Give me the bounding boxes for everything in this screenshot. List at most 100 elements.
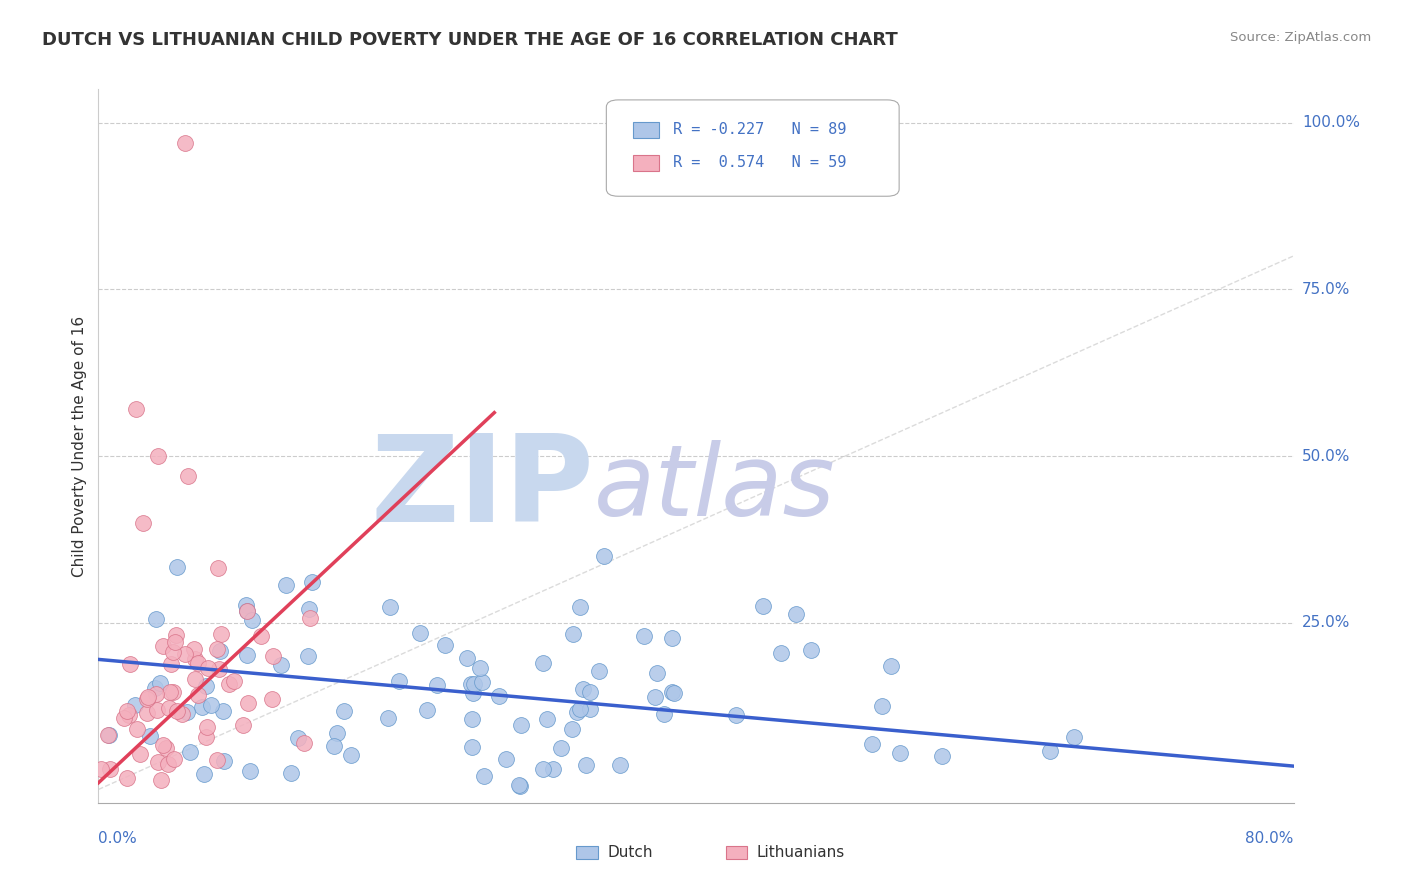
Point: [132, 516, 155, 530]
Point: [176, 705, 198, 719]
Text: Lithuanians: Lithuanians: [756, 846, 845, 860]
Point: [184, 651, 207, 665]
Point: [531, 762, 554, 776]
Point: [120, 657, 142, 671]
Text: 80.0%: 80.0%: [1246, 831, 1294, 847]
Point: [149, 675, 172, 690]
Point: [752, 599, 775, 614]
Point: [931, 749, 953, 764]
Point: [166, 560, 188, 574]
Text: atlas: atlas: [595, 441, 837, 537]
Point: [870, 699, 893, 714]
Point: [240, 613, 263, 627]
Point: [495, 752, 517, 766]
Point: [218, 677, 240, 691]
Point: [276, 577, 298, 591]
Point: [292, 736, 315, 750]
Point: [567, 705, 589, 719]
Point: [568, 701, 591, 715]
Point: [115, 771, 138, 785]
Y-axis label: Child Poverty Under the Age of 16: Child Poverty Under the Age of 16: [72, 316, 87, 576]
Text: R =  0.574   N = 59: R = 0.574 N = 59: [673, 155, 846, 170]
Point: [136, 692, 159, 706]
Point: [562, 626, 585, 640]
Point: [280, 765, 302, 780]
Point: [236, 603, 259, 617]
Point: [98, 762, 121, 776]
Point: [163, 752, 186, 766]
Point: [214, 754, 236, 768]
Point: [211, 704, 233, 718]
Point: [236, 697, 259, 711]
Point: [785, 607, 807, 621]
Point: [531, 656, 554, 670]
Point: [90, 763, 112, 777]
Point: [461, 739, 484, 754]
Point: [146, 755, 169, 769]
Point: [468, 661, 491, 675]
Point: [536, 712, 558, 726]
Point: [652, 706, 675, 721]
Point: [298, 601, 321, 615]
Text: 25.0%: 25.0%: [1302, 615, 1350, 631]
Point: [262, 648, 284, 663]
Point: [207, 561, 229, 575]
Point: [239, 764, 262, 778]
Point: [209, 627, 232, 641]
Point: [575, 758, 598, 772]
Point: [129, 747, 152, 762]
Point: [187, 688, 209, 702]
Point: [326, 726, 349, 740]
Point: [260, 692, 283, 706]
Point: [880, 659, 903, 673]
Point: [205, 641, 228, 656]
Point: [193, 766, 215, 780]
Point: [98, 728, 121, 742]
Point: [150, 772, 173, 787]
Point: [661, 631, 683, 645]
Point: [433, 639, 456, 653]
Text: 100.0%: 100.0%: [1302, 115, 1360, 130]
Point: [232, 718, 254, 732]
Point: [408, 625, 430, 640]
Point: [187, 656, 209, 670]
Point: [160, 657, 183, 671]
Point: [322, 739, 344, 754]
Point: [174, 136, 197, 150]
Point: [569, 599, 592, 614]
Point: [889, 746, 911, 760]
Point: [270, 658, 292, 673]
Point: [416, 703, 439, 717]
Point: [125, 723, 148, 737]
Point: [609, 758, 631, 772]
Point: [298, 611, 321, 625]
Text: ZIP: ZIP: [371, 430, 595, 548]
Point: [488, 689, 510, 703]
Point: [139, 729, 162, 743]
Point: [207, 753, 229, 767]
Point: [456, 651, 478, 665]
Point: [173, 647, 195, 661]
Point: [183, 673, 205, 687]
Text: 50.0%: 50.0%: [1302, 449, 1350, 464]
Point: [770, 646, 793, 660]
Point: [339, 747, 361, 762]
Point: [377, 711, 399, 725]
Point: [543, 762, 565, 776]
Point: [145, 611, 167, 625]
Point: [725, 708, 748, 723]
Point: [166, 704, 188, 718]
Point: [115, 704, 138, 718]
Point: [593, 549, 616, 564]
Point: [378, 600, 401, 615]
Point: [208, 644, 231, 658]
Point: [200, 698, 222, 712]
Point: [157, 757, 180, 772]
Point: [388, 673, 411, 688]
Text: DUTCH VS LITHUANIAN CHILD POVERTY UNDER THE AGE OF 16 CORRELATION CHART: DUTCH VS LITHUANIAN CHILD POVERTY UNDER …: [42, 31, 898, 49]
Point: [148, 449, 170, 463]
Point: [157, 700, 180, 714]
Point: [235, 648, 257, 663]
Point: [472, 769, 495, 783]
Point: [197, 661, 219, 675]
